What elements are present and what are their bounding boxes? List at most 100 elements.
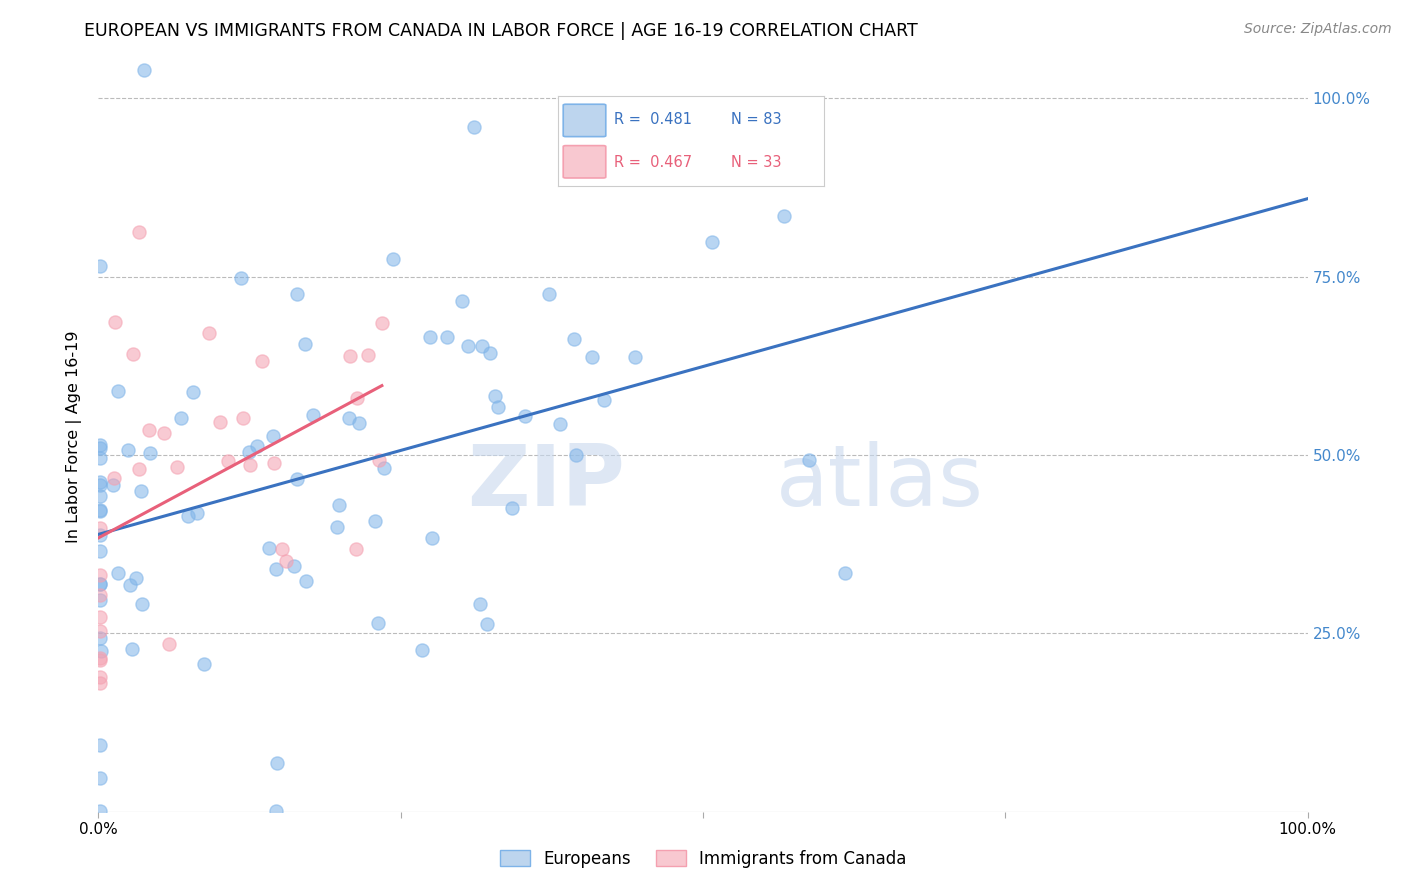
Point bbox=[475, 616, 498, 631]
Point bbox=[271, 541, 294, 556]
Point bbox=[89, 568, 111, 582]
Point bbox=[283, 559, 305, 574]
Text: EUROPEAN VS IMMIGRANTS FROM CANADA IN LABOR FORCE | AGE 16-19 CORRELATION CHART: EUROPEAN VS IMMIGRANTS FROM CANADA IN LA… bbox=[84, 22, 918, 40]
Text: ZIP: ZIP bbox=[467, 441, 624, 524]
Text: Source: ZipAtlas.com: Source: ZipAtlas.com bbox=[1244, 22, 1392, 37]
Point bbox=[89, 738, 111, 752]
Point bbox=[232, 411, 254, 425]
Point bbox=[104, 314, 127, 328]
Point bbox=[623, 351, 645, 365]
Point bbox=[367, 615, 389, 630]
Point bbox=[344, 541, 367, 556]
Point bbox=[89, 451, 111, 466]
Point bbox=[548, 417, 571, 432]
Point bbox=[246, 439, 269, 453]
Point bbox=[125, 571, 148, 585]
Point bbox=[373, 460, 395, 475]
Point bbox=[122, 346, 145, 360]
Point bbox=[181, 384, 204, 399]
Point bbox=[107, 384, 129, 398]
Point bbox=[450, 293, 472, 308]
Point bbox=[484, 388, 506, 402]
Point bbox=[328, 498, 350, 512]
Point bbox=[486, 400, 509, 414]
Point bbox=[89, 489, 111, 503]
Point bbox=[89, 577, 111, 591]
Point bbox=[89, 442, 111, 456]
Point bbox=[198, 326, 221, 340]
Point bbox=[217, 454, 239, 468]
Point bbox=[382, 252, 405, 267]
Point bbox=[479, 345, 502, 359]
Point bbox=[138, 423, 160, 437]
Point bbox=[89, 478, 111, 492]
Point bbox=[128, 225, 150, 239]
Point bbox=[326, 520, 349, 534]
Point bbox=[301, 408, 323, 422]
Point bbox=[89, 503, 111, 517]
Point bbox=[834, 566, 856, 581]
Point bbox=[294, 574, 316, 588]
Point bbox=[118, 578, 141, 592]
Point bbox=[152, 425, 174, 440]
Point bbox=[515, 409, 537, 423]
Point bbox=[89, 670, 111, 684]
Point bbox=[285, 473, 308, 487]
Point bbox=[170, 411, 193, 425]
Point bbox=[103, 471, 125, 485]
Point bbox=[89, 804, 111, 818]
Point bbox=[263, 456, 285, 470]
Point bbox=[177, 509, 200, 524]
Point bbox=[107, 566, 129, 580]
Point bbox=[89, 676, 111, 690]
Point bbox=[89, 651, 111, 665]
Point bbox=[262, 429, 284, 443]
Point bbox=[411, 643, 433, 657]
Point bbox=[364, 514, 387, 528]
Point bbox=[562, 332, 585, 346]
Point bbox=[103, 478, 125, 492]
Point bbox=[89, 624, 111, 639]
Point bbox=[252, 354, 274, 368]
Point bbox=[129, 483, 152, 498]
Point bbox=[773, 209, 796, 223]
Point bbox=[229, 270, 252, 285]
Point bbox=[471, 339, 494, 353]
Point bbox=[470, 598, 492, 612]
Point bbox=[419, 329, 441, 343]
Point bbox=[89, 653, 111, 667]
Point bbox=[90, 644, 112, 658]
Point bbox=[285, 286, 308, 301]
Point bbox=[239, 458, 262, 473]
Point bbox=[139, 446, 162, 460]
Point bbox=[368, 453, 391, 467]
Point bbox=[121, 642, 143, 657]
Point bbox=[89, 543, 111, 558]
Point bbox=[89, 577, 111, 591]
Point bbox=[501, 501, 523, 516]
Point bbox=[347, 416, 370, 430]
Point bbox=[89, 521, 111, 535]
Point bbox=[89, 438, 111, 452]
Legend: Europeans, Immigrants from Canada: Europeans, Immigrants from Canada bbox=[494, 844, 912, 875]
Point bbox=[346, 392, 368, 406]
Point bbox=[131, 597, 153, 611]
Point bbox=[339, 349, 361, 363]
Point bbox=[89, 631, 111, 645]
Point bbox=[357, 348, 380, 362]
Point bbox=[276, 554, 298, 568]
Point bbox=[89, 475, 111, 490]
Point bbox=[128, 461, 150, 475]
Point bbox=[193, 657, 215, 671]
Point bbox=[89, 502, 111, 516]
Point bbox=[337, 410, 360, 425]
Y-axis label: In Labor Force | Age 16-19: In Labor Force | Age 16-19 bbox=[66, 331, 83, 543]
Point bbox=[157, 637, 180, 651]
Point bbox=[89, 592, 111, 607]
Point bbox=[134, 62, 156, 77]
Point bbox=[436, 329, 458, 343]
Point bbox=[592, 392, 614, 407]
Point bbox=[186, 506, 208, 520]
Point bbox=[581, 350, 603, 364]
Point bbox=[420, 531, 443, 545]
